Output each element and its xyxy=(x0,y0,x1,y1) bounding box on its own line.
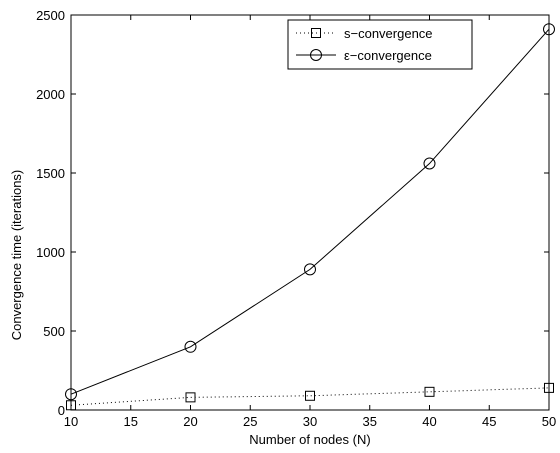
x-tick-label: 15 xyxy=(124,414,138,429)
x-tick-label: 25 xyxy=(243,414,257,429)
x-tick-label: 30 xyxy=(303,414,317,429)
series-2 xyxy=(66,24,555,400)
series-line xyxy=(71,29,549,394)
y-tick-label: 1500 xyxy=(36,166,65,181)
y-tick-label: 1000 xyxy=(36,245,65,260)
x-tick-label: 10 xyxy=(64,414,78,429)
plot-frame xyxy=(71,15,549,410)
series-line xyxy=(71,388,549,405)
data-point xyxy=(425,387,434,396)
x-tick-label: 35 xyxy=(363,414,377,429)
x-axis-label: Number of nodes (N) xyxy=(249,432,370,447)
legend-label: ε−convergence xyxy=(344,48,432,63)
legend: s−convergence ε−convergence xyxy=(288,20,472,69)
y-tick-label: 0 xyxy=(58,403,65,418)
y-tick-label: 500 xyxy=(43,324,65,339)
legend-label: s−convergence xyxy=(344,26,433,41)
x-tick-label: 20 xyxy=(183,414,197,429)
x-tick-label: 45 xyxy=(482,414,496,429)
x-tick-label: 50 xyxy=(542,414,556,429)
plot-area xyxy=(71,15,549,410)
x-tick-label: 40 xyxy=(422,414,436,429)
y-tick-label: 2500 xyxy=(36,8,65,23)
series-layer xyxy=(66,24,555,410)
y-tick-label: 2000 xyxy=(36,87,65,102)
y-axis-label: Convergence time (iterations) xyxy=(9,170,24,341)
